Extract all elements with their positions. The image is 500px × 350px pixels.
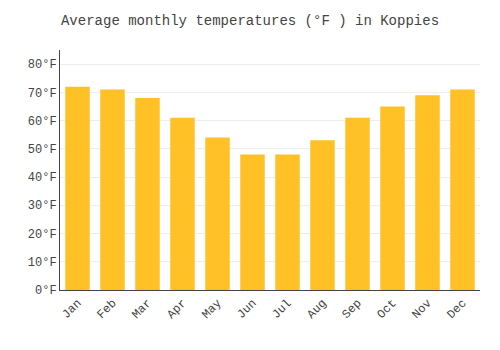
svg-text:0°F: 0°F — [35, 284, 57, 298]
svg-text:60°F: 60°F — [28, 115, 57, 129]
svg-text:Nov: Nov — [409, 297, 434, 322]
svg-text:Feb: Feb — [94, 297, 119, 322]
svg-text:Average monthly temperatures (: Average monthly temperatures (°F ) in Ko… — [61, 13, 439, 29]
svg-text:Dec: Dec — [444, 297, 469, 322]
svg-text:30°F: 30°F — [28, 199, 57, 213]
svg-text:Aug: Aug — [304, 297, 329, 322]
svg-text:10°F: 10°F — [28, 256, 57, 270]
svg-text:40°F: 40°F — [28, 171, 57, 185]
svg-text:May: May — [199, 297, 224, 322]
svg-text:50°F: 50°F — [28, 143, 57, 157]
svg-text:70°F: 70°F — [28, 87, 57, 101]
svg-text:Oct: Oct — [374, 297, 399, 322]
svg-text:20°F: 20°F — [28, 228, 57, 242]
svg-text:Jul: Jul — [269, 297, 294, 322]
svg-text:80°F: 80°F — [28, 58, 57, 72]
svg-text:Mar: Mar — [129, 297, 154, 322]
svg-text:Jun: Jun — [234, 297, 259, 322]
svg-text:Jan: Jan — [59, 297, 84, 322]
svg-text:Apr: Apr — [164, 297, 189, 322]
svg-text:Sep: Sep — [339, 297, 364, 322]
